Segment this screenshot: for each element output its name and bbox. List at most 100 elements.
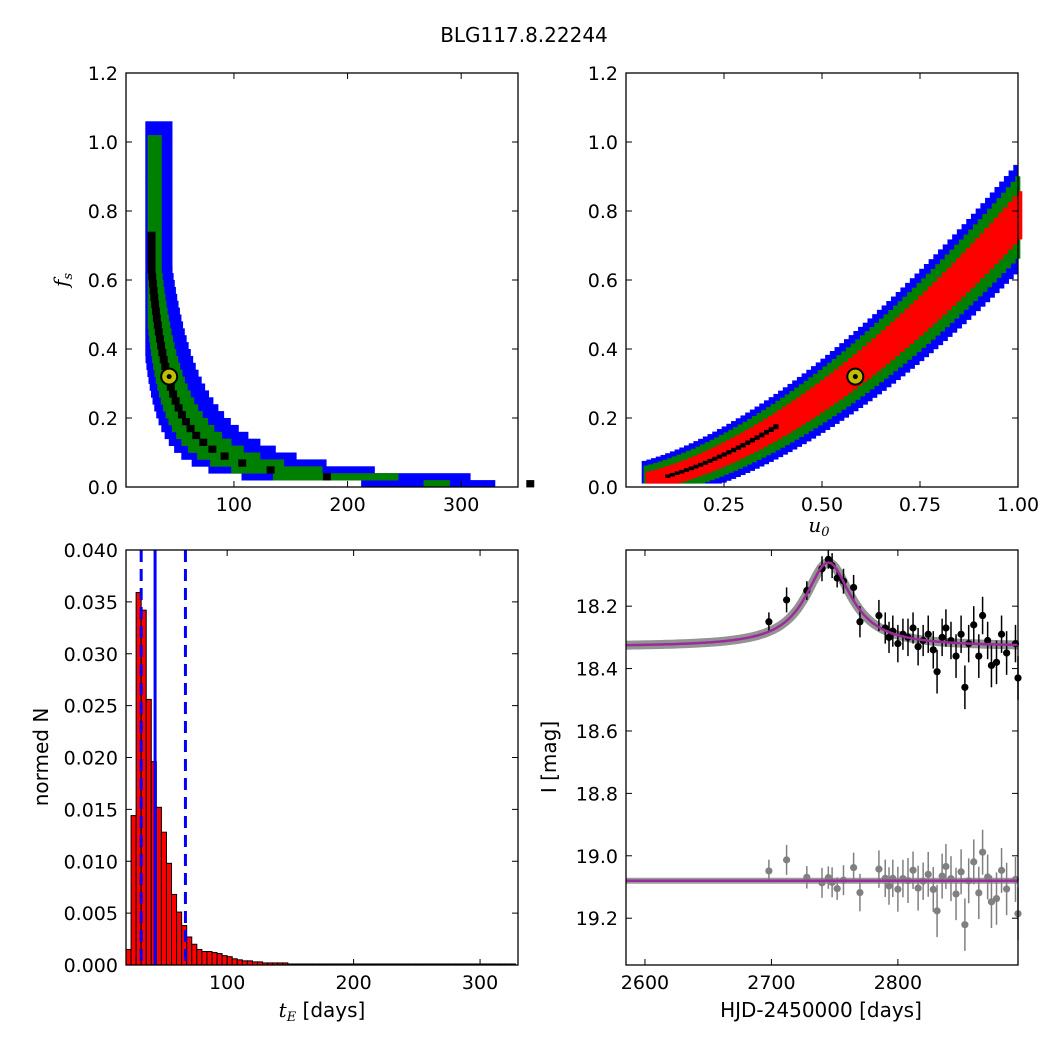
- data-point: [909, 624, 917, 632]
- fs-u0-y-tick-label: 0.8: [588, 201, 618, 223]
- residual-point: [833, 885, 841, 893]
- data-point: [1003, 649, 1011, 657]
- fs-u0-black-cell: [735, 445, 741, 450]
- x-axis-label-te: tE [days]: [279, 998, 366, 1025]
- fs-te-green-cell: [147, 183, 162, 191]
- fs-u0-black-cell: [749, 437, 755, 443]
- fs-te-black-cell: [147, 231, 156, 239]
- histogram-bar: [171, 893, 178, 966]
- fs-te-black-cell: [154, 328, 163, 336]
- fs-u0-red-cell: [979, 233, 985, 279]
- histogram-bar: [236, 959, 243, 966]
- fs-te-green-cell: [231, 466, 323, 474]
- fs-te-black-cell: [526, 480, 535, 488]
- y-axis-label-normed-n: normed N: [29, 708, 53, 807]
- fs-te-green-cell: [197, 452, 261, 460]
- fs-te-black-cell: [220, 452, 229, 460]
- y-axis-label-fs: fs: [49, 273, 76, 289]
- histogram-bar: [130, 815, 137, 966]
- fs-u0-black-cell: [688, 466, 694, 471]
- fs-u0-red-cell: [899, 313, 905, 353]
- histogram-bar: [196, 948, 203, 966]
- fs-te-black-cell: [171, 397, 180, 405]
- histogram-y-tick-label: 0.030: [64, 644, 118, 666]
- fs-te-black-cell: [166, 383, 175, 391]
- fs-u0-red-cell: [866, 342, 872, 379]
- histogram-bar: [211, 952, 218, 966]
- histogram-bar: [176, 911, 183, 966]
- data-point: [885, 633, 893, 641]
- data-point: [938, 633, 946, 641]
- residual-point: [1003, 885, 1011, 893]
- histogram-y-tick-label: 0.025: [64, 696, 118, 718]
- data-point: [875, 611, 883, 620]
- fs-u0-red-cell: [838, 365, 844, 400]
- fs-te-black-cell: [208, 445, 217, 453]
- fs-u0-black-cell: [759, 432, 765, 438]
- fs-u0-red-cell: [932, 281, 938, 324]
- fs-u0-black-cell: [693, 464, 699, 469]
- fs-te-black-cell: [150, 293, 159, 302]
- fs-te-black-cell: [147, 238, 156, 246]
- fs-u0-y-tick-label: 1.0: [588, 132, 618, 154]
- light-curve-y-tick-label: 19.0: [576, 846, 618, 868]
- data-point: [765, 618, 773, 626]
- fs-u0-red-cell: [655, 469, 661, 484]
- fs-u0-x-tick-label: 0.50: [801, 494, 843, 516]
- residual-point: [850, 863, 858, 872]
- data-point: [997, 630, 1006, 638]
- data-point: [833, 574, 841, 582]
- histogram-y-tick-label: 0.000: [64, 955, 118, 977]
- fs-u0-red-cell: [871, 338, 877, 375]
- light-curve-frame: [625, 549, 1019, 966]
- fs-u0-best-fit-center: [852, 374, 858, 380]
- fs-u0-red-cell: [1007, 201, 1013, 250]
- data-point: [924, 630, 932, 638]
- fs-te-green-cell: [147, 204, 162, 212]
- fs-u0-red-cell: [824, 376, 830, 410]
- histogram-bar: [201, 951, 208, 966]
- fs-te-black-cell: [151, 307, 160, 315]
- fs-u0-red-cell: [927, 286, 933, 328]
- residual-point: [929, 885, 937, 894]
- data-point: [952, 652, 960, 660]
- histogram-y-tick-label: 0.005: [64, 903, 118, 925]
- histogram-bar: [206, 951, 213, 966]
- fs-u0-red-cell: [909, 304, 915, 345]
- fs-te-black-cell: [186, 424, 195, 433]
- panel-fs-vs-u0: 0.25 0.50 0.75 1.00 0.0 0.2 0.4 0.6 0.8 1.0 1.2: [588, 63, 1039, 516]
- residual-point: [984, 873, 992, 881]
- histogram-x-tick-label: 200: [335, 972, 371, 994]
- data-point: [975, 652, 983, 660]
- fs-te-black-cell: [152, 314, 161, 322]
- histogram-bar: [125, 948, 132, 966]
- fs-u0-red-cell: [923, 290, 929, 332]
- fs-u0-y-tick-label: 0.6: [588, 270, 618, 292]
- fs-u0-red-cell: [988, 222, 995, 269]
- histogram-bar: [226, 956, 233, 966]
- fs-u0-frame: [625, 72, 1019, 488]
- histogram-bar: [221, 955, 228, 966]
- fs-u0-red-cell: [814, 383, 821, 416]
- fs-u0-red-cell: [843, 361, 849, 397]
- model-curve: [625, 561, 1019, 647]
- data-point: [957, 630, 965, 638]
- fs-u0-black-cell: [754, 435, 760, 440]
- fs-te-green-cell: [147, 211, 162, 219]
- fs-u0-red-cell: [829, 372, 835, 407]
- fs-u0-red-cell: [998, 212, 1004, 260]
- data-point: [970, 621, 978, 629]
- data-point: [933, 668, 941, 676]
- fs-u0-red-cell: [965, 248, 971, 293]
- residual-point: [875, 865, 883, 873]
- histogram-bar: [231, 958, 238, 966]
- fs-u0-red-cell: [960, 253, 966, 297]
- data-point: [894, 640, 902, 648]
- fs-u0-y-tick-label: 0.0: [588, 477, 618, 499]
- fs-u0-red-cell: [791, 400, 797, 431]
- fs-te-black-cell: [153, 321, 162, 329]
- fs-te-green-cell: [147, 190, 162, 198]
- fs-te-green-cell: [147, 142, 162, 150]
- fs-te-green-cell: [147, 162, 162, 170]
